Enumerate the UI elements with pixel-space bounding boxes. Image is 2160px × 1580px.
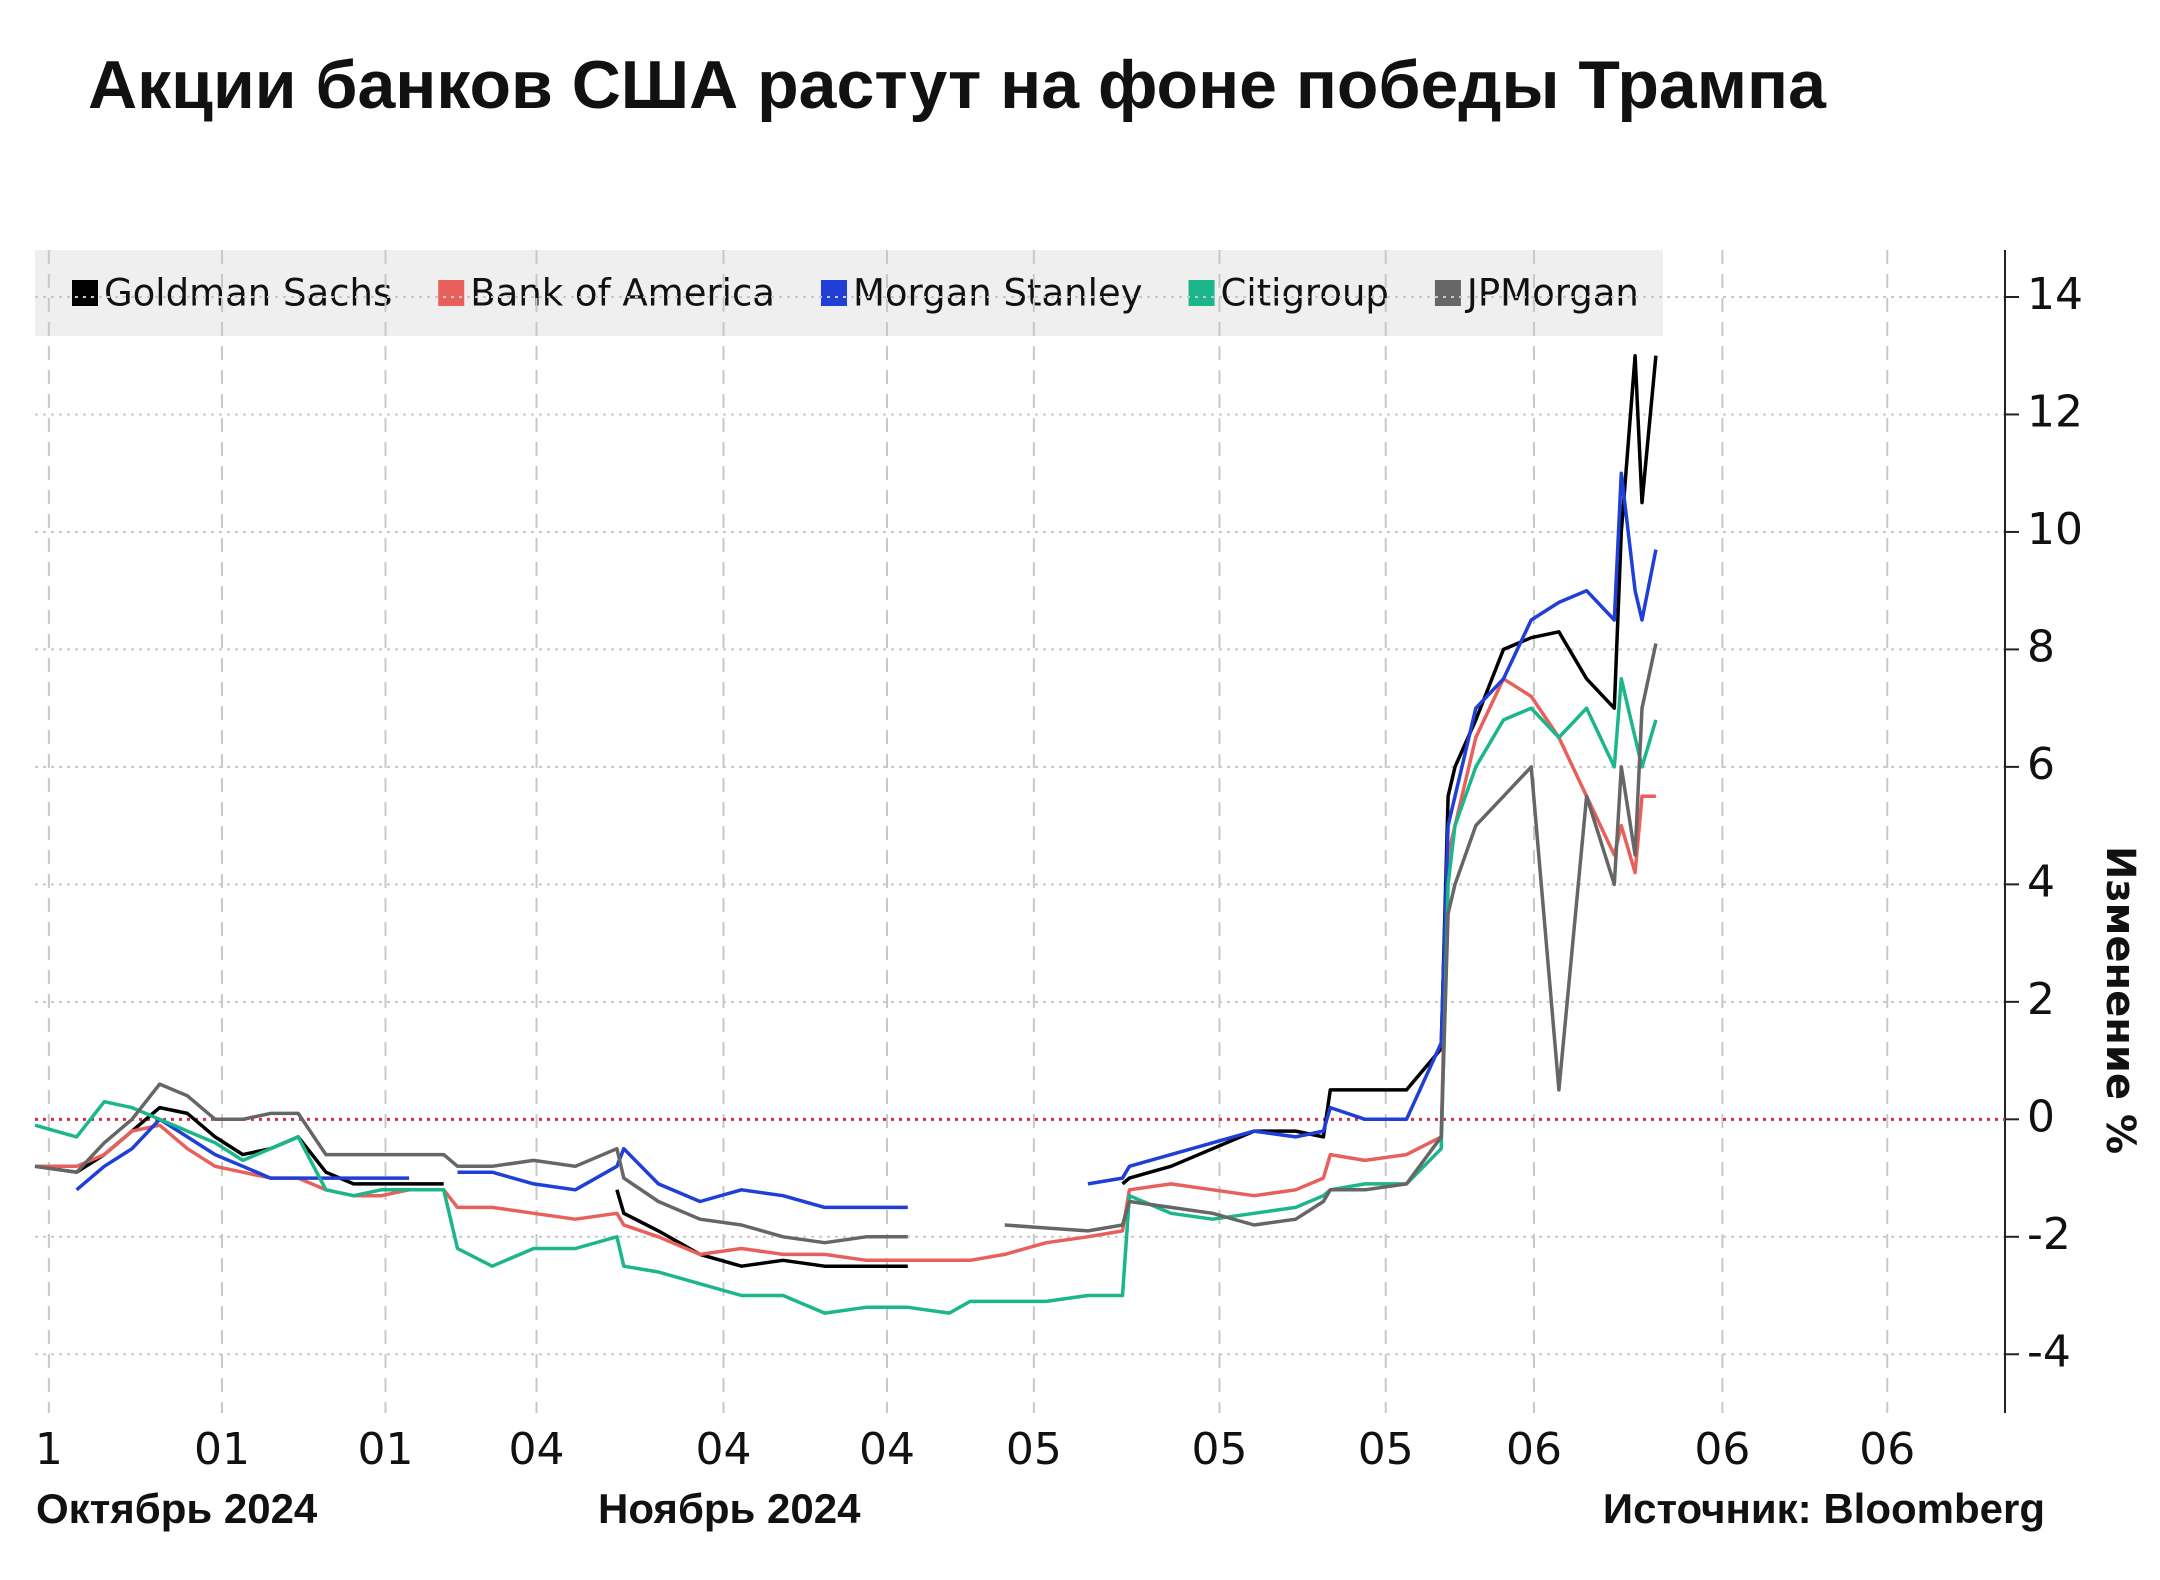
legend-swatch	[438, 280, 465, 306]
y-tick-label: 10	[2027, 504, 2083, 555]
y-tick-label: 0	[2027, 1091, 2055, 1142]
y-tick-label: 8	[2027, 621, 2055, 672]
legend-swatch	[72, 280, 98, 306]
legend: Goldman Sachs Bank of America Morgan Stanl…	[72, 272, 1639, 315]
series-line	[34, 677, 1658, 1315]
legend-swatch	[1188, 280, 1215, 306]
y-tick-label: 4	[2027, 856, 2055, 907]
series-line	[34, 353, 1658, 1268]
legend-label: Goldman Sachs	[104, 272, 392, 315]
legend-swatch	[1434, 280, 1461, 306]
y-tick-label: -2	[2027, 1209, 2071, 1260]
x-tick-label: 04	[696, 1424, 752, 1475]
legend-label: Citigroup	[1221, 272, 1389, 315]
x-tick-label: 05	[1358, 1424, 1414, 1475]
legend-label: Bank of America	[470, 272, 775, 315]
series-line	[35, 677, 1656, 1263]
month-label: Ноябрь 2024	[598, 1485, 861, 1532]
legend-swatch	[820, 280, 847, 306]
x-tick-label: 01	[357, 1424, 413, 1475]
chart-title: Акции банков США растут на фоне победы Т…	[88, 47, 1827, 123]
x-tick-label: 01	[194, 1424, 250, 1475]
series-line	[75, 471, 1658, 1210]
x-tick-label: 05	[1191, 1424, 1247, 1475]
month-label: Октябрь 2024	[36, 1485, 318, 1532]
x-tick-label: 05	[1006, 1424, 1062, 1475]
x-tick-label: 06	[1506, 1424, 1562, 1475]
legend-background	[35, 250, 1663, 336]
y-tick-label: -4	[2027, 1326, 2071, 1377]
x-tick-label: 04	[509, 1424, 565, 1475]
legend-label: JPMorgan	[1465, 272, 1639, 315]
x-tick-label: 06	[1694, 1424, 1750, 1475]
legend-label: Morgan Stanley	[853, 272, 1143, 315]
x-tick-label: 1	[35, 1424, 63, 1475]
y-tick-label: 2	[2027, 974, 2055, 1025]
series-line	[34, 643, 1658, 1245]
source: Источник: Bloomberg	[1603, 1485, 2045, 1532]
x-tick-label: 06	[1859, 1424, 1915, 1475]
y-axis-label: Изменение %	[2097, 846, 2143, 1154]
y-tick-label: 12	[2027, 386, 2083, 437]
y-tick-label: 14	[2027, 269, 2083, 320]
y-tick-label: 6	[2027, 739, 2055, 790]
x-tick-label: 04	[859, 1424, 915, 1475]
